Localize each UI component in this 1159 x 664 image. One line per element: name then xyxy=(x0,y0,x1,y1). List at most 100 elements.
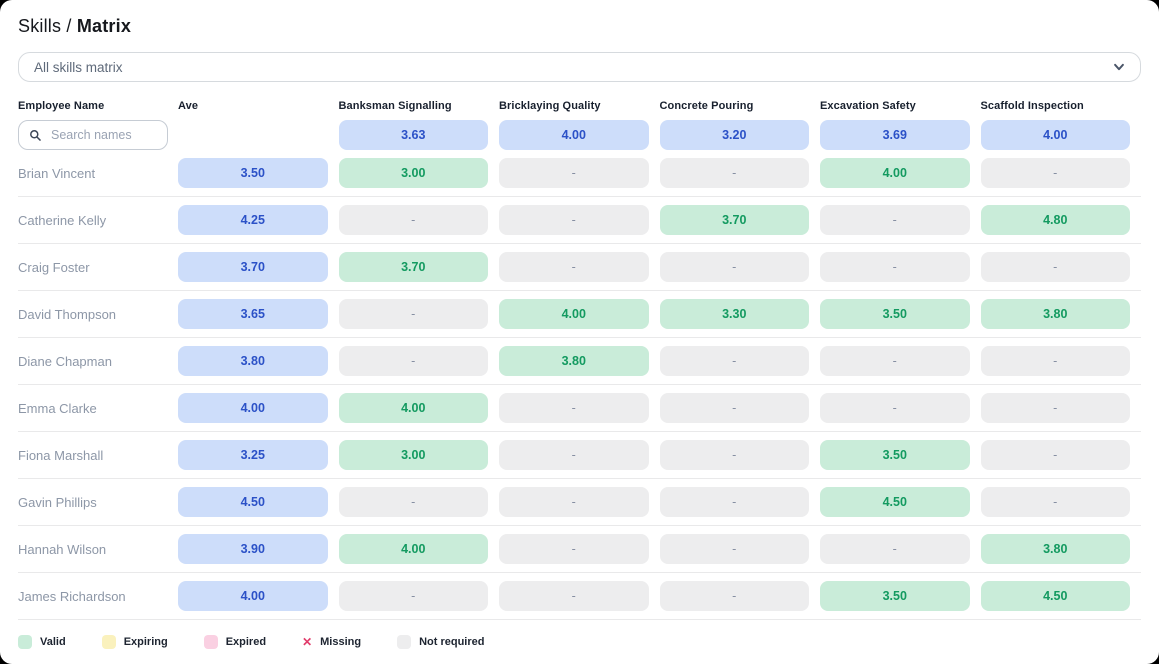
skill-score-pill[interactable]: 3.00 xyxy=(338,440,488,470)
skill-score-pill[interactable]: - xyxy=(980,393,1130,423)
skills-matrix-select[interactable]: All skills matrix xyxy=(18,52,1141,82)
employee-name: Fiona Marshall xyxy=(18,447,104,463)
skill-score-pill[interactable]: 3.50 xyxy=(820,581,970,611)
skill-score-pill[interactable]: - xyxy=(659,346,809,376)
skill-score-pill[interactable]: 4.00 xyxy=(338,534,488,564)
employee-name: Catherine Kelly xyxy=(18,212,107,228)
skill-score-pill[interactable]: - xyxy=(499,581,649,611)
breadcrumb-page: Matrix xyxy=(76,16,132,36)
skill-score-pill[interactable]: - xyxy=(499,205,649,235)
skill-score-pill[interactable]: - xyxy=(659,393,809,423)
skill-score-pill[interactable]: - xyxy=(820,534,970,564)
skill-score-pill[interactable]: - xyxy=(338,346,488,376)
legend-item: Expired xyxy=(203,635,267,649)
legend-label: Not required xyxy=(419,636,485,648)
skill-score-pill[interactable]: - xyxy=(980,346,1130,376)
status-legend: Valid Expiring Expired ✕ Missing Not required xyxy=(18,620,1141,649)
table-row: Hannah Wilson 3.90 4.00- - -3.80 xyxy=(18,526,1141,573)
column-average-pill[interactable]: 4.00 xyxy=(499,120,649,150)
skill-score-pill[interactable]: 3.80 xyxy=(499,346,649,376)
table-row: Fiona Marshall 3.25 3.00- -3.50- xyxy=(18,432,1141,479)
skill-score-pill[interactable]: 4.00 xyxy=(820,158,970,188)
skill-score-pill[interactable]: - xyxy=(659,440,809,470)
employee-name: James Richardson xyxy=(18,588,126,604)
skill-score-pill[interactable]: - xyxy=(499,252,649,282)
skill-score-pill[interactable]: - xyxy=(499,440,649,470)
employee-name: Craig Foster xyxy=(18,259,90,275)
average-score-pill[interactable]: 3.65 xyxy=(178,299,328,329)
skill-score-pill[interactable]: - xyxy=(499,393,649,423)
search-cell xyxy=(18,120,178,150)
skill-score-pill[interactable]: - xyxy=(499,487,649,517)
employee-rows: Brian Vincent 3.50 3.00- -4.00- Catherine … xyxy=(18,150,1141,620)
column-average-pill[interactable]: 4.00 xyxy=(980,120,1130,150)
skill-score-pill[interactable]: - xyxy=(338,487,488,517)
average-score-pill[interactable]: 4.00 xyxy=(178,581,328,611)
legend-item: Expiring xyxy=(101,635,168,649)
legend-item: Not required xyxy=(397,635,484,649)
employee-name: Emma Clarke xyxy=(18,400,97,416)
column-header: Bricklaying Quality xyxy=(499,100,601,112)
table-row: Diane Chapman 3.80-3.80- - - xyxy=(18,338,1141,385)
skill-score-pill[interactable]: - xyxy=(980,252,1130,282)
skill-score-pill[interactable]: - xyxy=(820,252,970,282)
skill-score-pill[interactable]: - xyxy=(338,299,488,329)
skill-score-pill[interactable]: 3.50 xyxy=(820,299,970,329)
skill-score-pill[interactable]: 4.00 xyxy=(338,393,488,423)
column-header: Scaffold Inspection xyxy=(980,100,1084,112)
skill-score-pill[interactable]: - xyxy=(499,158,649,188)
search-names-input[interactable] xyxy=(49,127,159,143)
average-score-pill[interactable]: 4.50 xyxy=(178,487,328,517)
legend-label: Expired xyxy=(225,636,267,648)
skill-score-pill[interactable]: 3.30 xyxy=(659,299,809,329)
skill-score-pill[interactable]: 3.70 xyxy=(659,205,809,235)
average-score-pill[interactable]: 3.90 xyxy=(178,534,328,564)
average-score-pill[interactable]: 4.00 xyxy=(178,393,328,423)
skill-score-pill[interactable]: 3.50 xyxy=(820,440,970,470)
average-score-pill[interactable]: 3.50 xyxy=(178,158,328,188)
skill-score-pill[interactable]: 4.80 xyxy=(980,205,1130,235)
skill-score-pill[interactable]: - xyxy=(338,581,488,611)
average-score-pill[interactable]: 3.70 xyxy=(178,252,328,282)
skill-score-pill[interactable]: - xyxy=(499,534,649,564)
skill-score-pill[interactable]: 3.70 xyxy=(338,252,488,282)
employee-name: Hannah Wilson xyxy=(18,541,107,557)
column-header: Employee Name xyxy=(18,100,105,112)
table-row: Craig Foster 3.70 3.70- - - - xyxy=(18,244,1141,291)
search-icon xyxy=(30,129,41,141)
search-names-box[interactable] xyxy=(18,120,168,150)
skill-score-pill[interactable]: - xyxy=(820,346,970,376)
average-score-pill[interactable]: 3.25 xyxy=(178,440,328,470)
skill-score-pill[interactable]: - xyxy=(659,534,809,564)
skill-score-pill[interactable]: - xyxy=(659,487,809,517)
column-average-pill[interactable]: 3.63 xyxy=(338,120,488,150)
legend-swatch xyxy=(397,635,412,649)
skill-score-pill[interactable]: 3.80 xyxy=(980,534,1130,564)
column-header: Banksman Signalling xyxy=(338,100,452,112)
legend-label: Valid xyxy=(40,636,66,648)
skill-score-pill[interactable]: - xyxy=(820,205,970,235)
table-row: James Richardson 4.00- - -3.50 4.50 xyxy=(18,573,1141,620)
column-header: Ave xyxy=(178,100,199,112)
skill-score-pill[interactable]: 4.50 xyxy=(820,487,970,517)
skill-score-pill[interactable]: 3.00 xyxy=(338,158,488,188)
employee-name: Diane Chapman xyxy=(18,353,112,369)
skill-score-pill[interactable]: - xyxy=(659,581,809,611)
skill-score-pill[interactable]: - xyxy=(659,252,809,282)
skill-score-pill[interactable]: - xyxy=(980,440,1130,470)
column-average-pill[interactable]: 3.20 xyxy=(659,120,809,150)
skill-score-pill[interactable]: - xyxy=(980,158,1130,188)
averages-row: 3.63 4.00 3.20 3.69 4.00 xyxy=(18,120,1141,150)
skill-score-pill[interactable]: - xyxy=(659,158,809,188)
average-score-pill[interactable]: 4.25 xyxy=(178,205,328,235)
average-score-pill[interactable]: 3.80 xyxy=(178,346,328,376)
skill-score-pill[interactable]: 4.50 xyxy=(980,581,1130,611)
skill-score-pill[interactable]: - xyxy=(980,487,1130,517)
column-average-pill[interactable]: 3.69 xyxy=(820,120,970,150)
skill-score-pill[interactable]: - xyxy=(338,205,488,235)
skill-score-pill[interactable]: - xyxy=(820,393,970,423)
skill-score-pill[interactable]: 4.00 xyxy=(499,299,649,329)
legend-swatch xyxy=(18,635,32,649)
skill-score-pill[interactable]: 3.80 xyxy=(980,299,1130,329)
legend-label: Missing xyxy=(320,636,362,648)
